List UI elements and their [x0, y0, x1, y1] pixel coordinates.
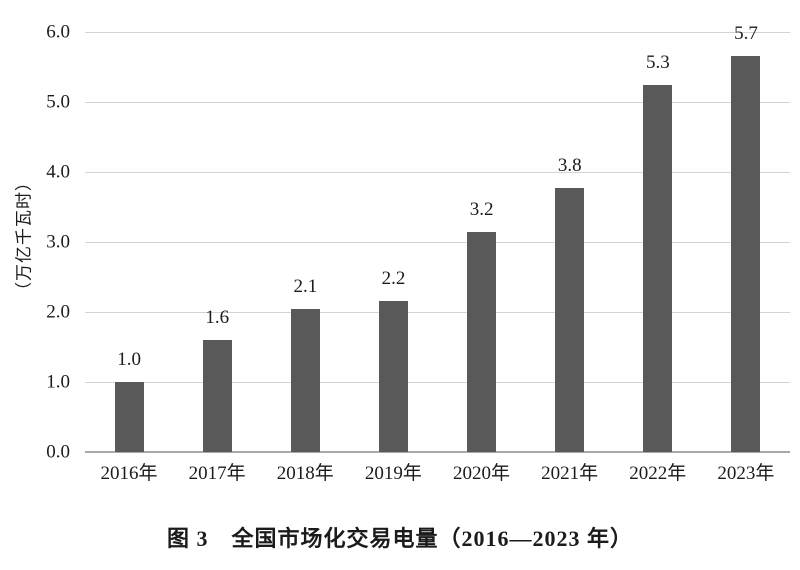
x-tick-label: 2020年 [453, 463, 511, 484]
bar-value-label: 1.6 [205, 307, 230, 328]
chart-title: 图 3 全国市场化交易电量（2016—2023 年） [166, 526, 633, 551]
gridline [85, 32, 790, 33]
plot-area [85, 32, 790, 453]
y-tick-label: 1.0 [46, 371, 70, 393]
gridline [85, 242, 790, 243]
bar-value-label: 5.7 [734, 22, 758, 44]
x-tick-label: 2018年 [276, 463, 334, 484]
gridline [85, 382, 790, 383]
x-tick-label: 2017年 [188, 463, 246, 484]
y-tick-label: 3.0 [46, 231, 70, 253]
bar [290, 308, 320, 452]
y-tick-label: 5.0 [46, 91, 70, 113]
bar-value-label: 2.1 [293, 275, 318, 297]
bar [555, 188, 585, 452]
y-tick-label: 6.0 [46, 21, 70, 43]
bar [467, 231, 497, 452]
x-tick-label: 2022年 [629, 463, 687, 484]
x-tick-label: 2023年 [717, 463, 775, 484]
x-axis-line [85, 451, 790, 453]
gridline [85, 102, 790, 103]
bar [114, 382, 144, 452]
bar-value-label: 1.0 [117, 349, 141, 370]
bar-value-label: 5.3 [645, 51, 670, 73]
x-tick-label: 2016年 [100, 463, 158, 484]
y-tick-label: 2.0 [46, 301, 70, 323]
y-tick-label: 4.0 [46, 161, 70, 183]
bar-value-label: 3.2 [469, 198, 494, 220]
bar [643, 84, 673, 452]
gridline [85, 172, 790, 173]
bar [202, 340, 232, 452]
gridline [85, 312, 790, 313]
bar-value-label: 3.8 [557, 155, 582, 177]
y-tick-label: 0.0 [46, 441, 70, 463]
bar [731, 55, 761, 452]
bar [378, 300, 408, 452]
x-tick-label: 2021年 [541, 463, 599, 484]
x-tick-label: 2019年 [364, 463, 422, 484]
bar-value-label: 2.2 [381, 267, 406, 289]
